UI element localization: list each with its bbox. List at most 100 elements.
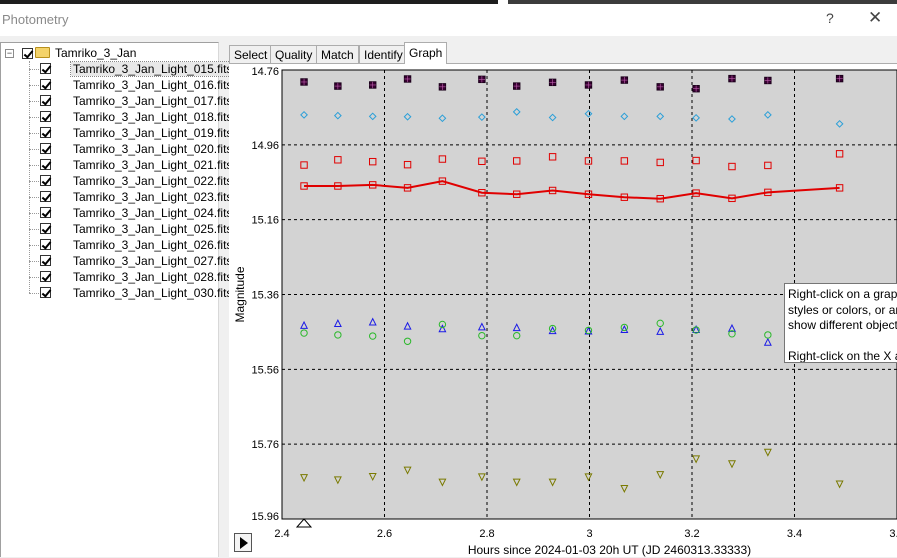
file-checkbox[interactable] — [40, 255, 51, 266]
file-checkbox[interactable] — [40, 143, 51, 154]
help-button[interactable]: ? — [826, 10, 834, 26]
tab-graph[interactable]: Graph — [404, 42, 448, 64]
file-checkbox[interactable] — [40, 207, 51, 218]
x-tick-label: 3.6 — [889, 528, 897, 540]
data-point — [620, 324, 629, 333]
x-tick-label: 3.2 — [684, 528, 699, 540]
file-label: Tamriko_3_Jan_Light_017.fits — [73, 94, 233, 108]
play-button[interactable] — [234, 533, 252, 552]
file-tree-panel[interactable]: − Tamriko_3_Jan Tamriko_3_Jan_Light_015.… — [0, 42, 236, 557]
file-checkbox[interactable] — [40, 127, 51, 138]
file-checkbox[interactable] — [40, 175, 51, 186]
tab-identify[interactable]: Identify — [359, 45, 408, 64]
data-point — [438, 155, 447, 163]
tree-connector — [29, 229, 39, 230]
x-tick-label: 2.6 — [377, 528, 392, 540]
top-strip — [0, 0, 897, 5]
file-checkbox[interactable] — [40, 111, 51, 122]
data-point — [512, 107, 521, 116]
tree-file-item[interactable]: Tamriko_3_Jan_Light_021.fits — [1, 157, 232, 173]
tree-file-item[interactable]: Tamriko_3_Jan_Light_019.fits — [1, 125, 232, 141]
data-point — [334, 331, 342, 339]
file-checkbox[interactable] — [40, 95, 51, 106]
tree-connector — [29, 261, 39, 262]
data-point — [368, 112, 377, 121]
tree-root-checkbox[interactable] — [22, 48, 33, 59]
data-point — [763, 110, 772, 119]
tree-connector-line — [29, 61, 30, 293]
data-point — [368, 473, 377, 482]
tree-file-item[interactable]: Tamriko_3_Jan_Light_024.fits — [1, 205, 232, 221]
data-point — [692, 113, 701, 122]
data-point — [728, 115, 736, 123]
title-bar: Photometry ? ✕ — [0, 5, 897, 36]
file-label: Tamriko_3_Jan_Light_021.fits — [73, 158, 233, 172]
tree-file-item[interactable]: Tamriko_3_Jan_Light_016.fits — [1, 77, 232, 93]
y-tick-label: 15.16 — [251, 215, 279, 227]
data-point — [478, 331, 486, 340]
data-point — [727, 323, 736, 332]
data-point — [548, 326, 557, 335]
file-checkbox[interactable] — [40, 287, 51, 298]
data-point — [548, 113, 557, 122]
tree-file-item[interactable]: Tamriko_3_Jan_Light_018.fits — [1, 109, 232, 125]
data-point — [656, 319, 664, 328]
data-point — [300, 320, 309, 329]
tree-file-item[interactable]: Tamriko_3_Jan_Light_017.fits — [1, 93, 232, 109]
data-point — [403, 466, 412, 475]
data-point — [300, 474, 309, 483]
file-label: Tamriko_3_Jan_Light_016.fits — [73, 78, 233, 92]
file-label: Tamriko_3_Jan_Light_019.fits — [73, 126, 233, 140]
file-label: Tamriko_3_Jan_Light_015.fits — [69, 61, 236, 77]
file-checkbox[interactable] — [40, 191, 51, 202]
data-point — [764, 161, 772, 170]
tree-connector — [29, 101, 39, 102]
tree-file-item[interactable]: Tamriko_3_Jan_Light_023.fits — [1, 189, 232, 205]
magnitude-chart[interactable]: 2.4 2.6 2.8 3 3.2 3.4 3.6 14.76 14.96 15.16 15.36 1… — [229, 64, 897, 558]
data-point — [334, 156, 342, 164]
data-point — [548, 153, 557, 161]
x-tick-label: 2.4 — [274, 528, 289, 540]
tree-file-item[interactable]: Tamriko_3_Jan_Light_028.fits — [1, 269, 232, 285]
series-line — [304, 180, 840, 200]
tree-file-item[interactable]: Tamriko_3_Jan_Light_030.fits — [1, 285, 232, 301]
tab-quality[interactable]: Quality — [270, 45, 318, 64]
x-axis-label: Hours since 2024-01-03 20h UT (JD 246031… — [468, 543, 751, 557]
data-point — [835, 184, 844, 192]
data-point — [438, 177, 447, 185]
data-point — [438, 478, 447, 487]
data-point — [727, 460, 736, 469]
data-point — [584, 157, 593, 165]
data-point — [513, 190, 521, 198]
tab-match[interactable]: Match — [316, 45, 359, 64]
tree-file-item[interactable]: Tamriko_3_Jan_Light_015.fits — [1, 61, 236, 77]
tree-connector — [29, 245, 39, 246]
graph-panel[interactable]: 2.4 2.6 2.8 3 3.2 3.4 3.6 14.76 14.96 15.16 15.36 1… — [229, 63, 897, 557]
data-point — [548, 324, 557, 333]
tree-file-item[interactable]: Tamriko_3_Jan_Light_026.fits — [1, 237, 232, 253]
data-point — [763, 337, 772, 346]
file-checkbox[interactable] — [40, 79, 51, 90]
data-point — [548, 186, 557, 195]
data-point — [477, 113, 486, 122]
data-point — [584, 326, 593, 335]
tree-connector — [29, 213, 39, 214]
file-checkbox[interactable] — [40, 63, 51, 74]
tree-file-item[interactable]: Tamriko_3_Jan_Light_020.fits — [1, 141, 232, 157]
close-button[interactable]: ✕ — [868, 8, 883, 27]
tree-file-item[interactable]: Tamriko_3_Jan_Light_025.fits — [1, 221, 232, 237]
file-checkbox[interactable] — [40, 271, 51, 282]
file-checkbox[interactable] — [40, 239, 51, 250]
data-point — [403, 337, 412, 345]
data-point — [763, 448, 772, 457]
tree-root-expander[interactable]: − — [5, 48, 14, 58]
file-checkbox[interactable] — [40, 223, 51, 234]
tree-file-item[interactable]: Tamriko_3_Jan_Light_027.fits — [1, 253, 232, 269]
data-point — [300, 110, 308, 119]
data-point — [403, 112, 412, 121]
tree-file-item[interactable]: Tamriko_3_Jan_Light_022.fits — [1, 173, 232, 189]
file-label: Tamriko_3_Jan_Light_025.fits — [73, 222, 233, 236]
tab-select[interactable]: Select — [229, 45, 273, 64]
file-checkbox[interactable] — [40, 159, 51, 170]
file-label: Tamriko_3_Jan_Light_030.fits — [73, 286, 233, 300]
